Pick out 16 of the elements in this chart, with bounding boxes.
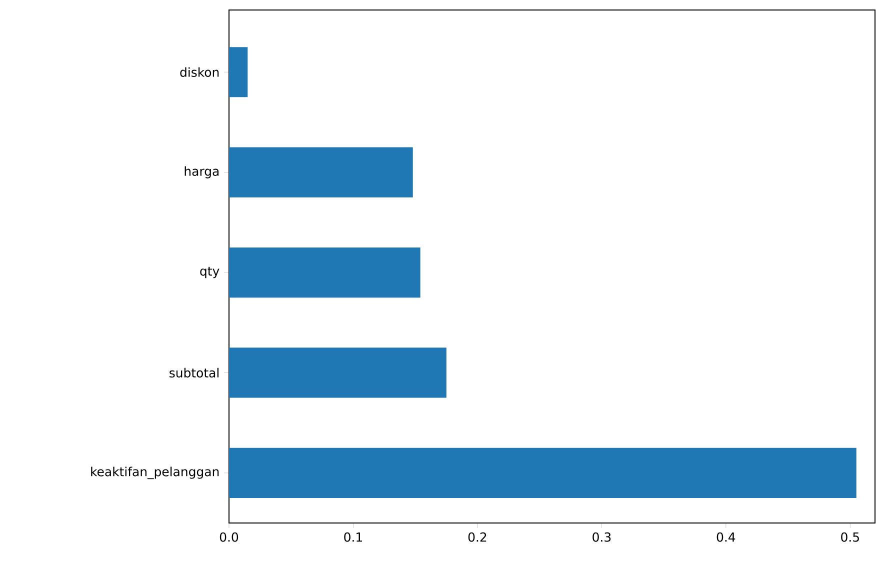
bar [229,47,248,98]
bar [229,448,856,498]
y-tick-label: keaktifan_pelanggan [91,466,219,480]
x-tick-label: 0.0 [220,532,238,542]
y-tick-label: qty [200,266,220,278]
x-tick-label: 0.2 [468,532,486,542]
x-tick-label: 0.5 [841,532,859,542]
bar [229,247,420,298]
bar [229,147,413,198]
x-tick-label: 0.4 [716,532,736,542]
x-tick-label: 0.3 [592,532,611,542]
bar [229,348,446,398]
y-tick-label: diskon [180,67,219,77]
y-tick-label: subtotal [170,368,218,378]
x-tick-label: 0.1 [344,532,362,542]
y-tick-label: harga [184,166,219,178]
